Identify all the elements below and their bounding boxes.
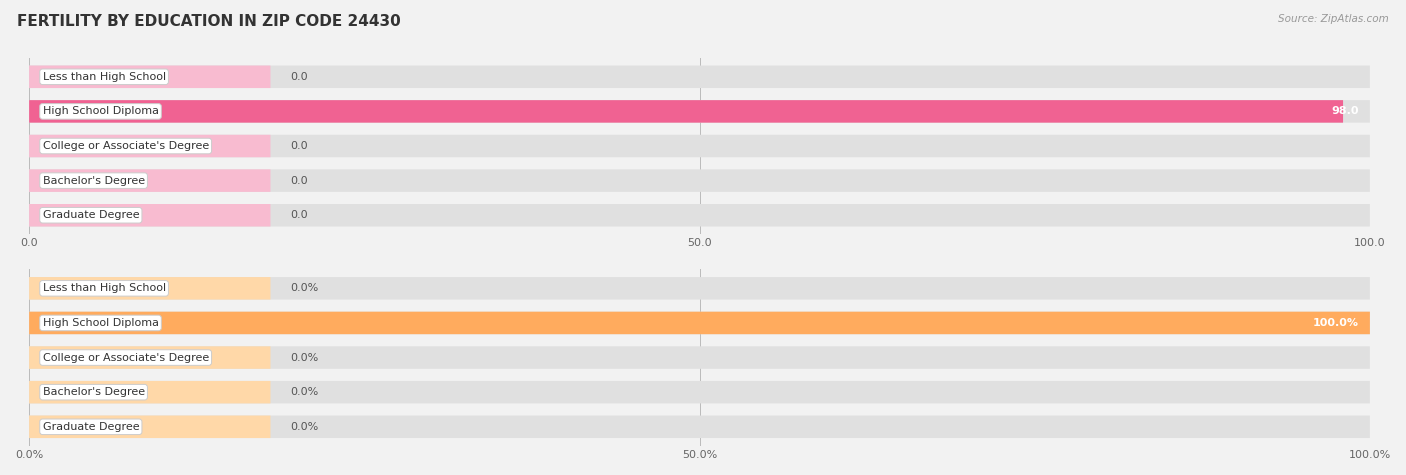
FancyBboxPatch shape <box>30 346 1369 369</box>
Text: 0.0%: 0.0% <box>291 352 319 362</box>
Text: Source: ZipAtlas.com: Source: ZipAtlas.com <box>1278 14 1389 24</box>
Text: 0.0%: 0.0% <box>291 387 319 397</box>
FancyBboxPatch shape <box>30 381 1369 403</box>
Text: Graduate Degree: Graduate Degree <box>42 422 139 432</box>
Text: 0.0: 0.0 <box>291 176 308 186</box>
Text: 0.0: 0.0 <box>291 210 308 220</box>
FancyBboxPatch shape <box>30 277 270 300</box>
Text: FERTILITY BY EDUCATION IN ZIP CODE 24430: FERTILITY BY EDUCATION IN ZIP CODE 24430 <box>17 14 401 29</box>
Text: Bachelor's Degree: Bachelor's Degree <box>42 387 145 397</box>
Text: High School Diploma: High School Diploma <box>42 318 159 328</box>
FancyBboxPatch shape <box>30 100 1369 123</box>
FancyBboxPatch shape <box>30 277 1369 300</box>
Text: 98.0: 98.0 <box>1331 106 1360 116</box>
FancyBboxPatch shape <box>30 170 270 192</box>
Text: College or Associate's Degree: College or Associate's Degree <box>42 352 208 362</box>
FancyBboxPatch shape <box>30 416 270 438</box>
Text: 0.0%: 0.0% <box>291 422 319 432</box>
Text: Less than High School: Less than High School <box>42 283 166 294</box>
FancyBboxPatch shape <box>30 204 270 227</box>
Text: 0.0%: 0.0% <box>291 283 319 294</box>
Text: Graduate Degree: Graduate Degree <box>42 210 139 220</box>
FancyBboxPatch shape <box>30 312 1369 334</box>
FancyBboxPatch shape <box>30 170 1369 192</box>
Text: College or Associate's Degree: College or Associate's Degree <box>42 141 208 151</box>
FancyBboxPatch shape <box>30 346 270 369</box>
Text: Less than High School: Less than High School <box>42 72 166 82</box>
FancyBboxPatch shape <box>30 100 1343 123</box>
FancyBboxPatch shape <box>30 204 1369 227</box>
FancyBboxPatch shape <box>30 381 270 403</box>
FancyBboxPatch shape <box>30 312 1369 334</box>
Text: 100.0%: 100.0% <box>1313 318 1360 328</box>
FancyBboxPatch shape <box>30 135 270 157</box>
FancyBboxPatch shape <box>30 66 1369 88</box>
FancyBboxPatch shape <box>30 66 270 88</box>
Text: High School Diploma: High School Diploma <box>42 106 159 116</box>
Text: 0.0: 0.0 <box>291 72 308 82</box>
Text: 0.0: 0.0 <box>291 141 308 151</box>
Text: Bachelor's Degree: Bachelor's Degree <box>42 176 145 186</box>
FancyBboxPatch shape <box>30 416 1369 438</box>
FancyBboxPatch shape <box>30 135 1369 157</box>
